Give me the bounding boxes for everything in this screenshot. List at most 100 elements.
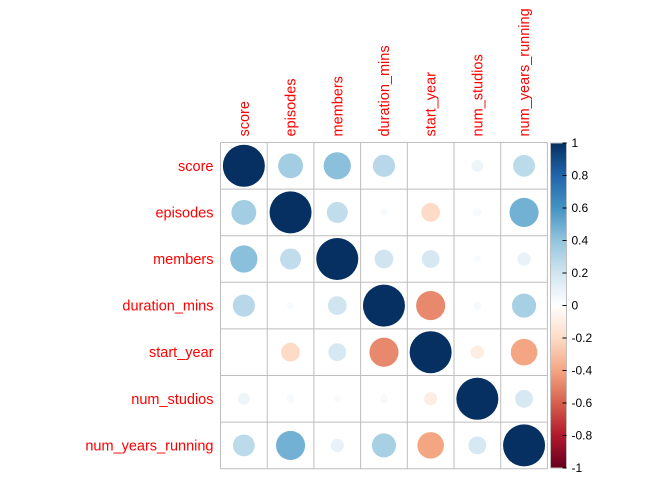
colorbar-segment — [550, 242, 567, 245]
column-label: num_studios — [470, 54, 486, 136]
colorbar-segment — [550, 281, 567, 284]
colorbar-segment — [550, 403, 567, 406]
colorbar-segment — [550, 264, 567, 267]
colorbar-segment — [550, 234, 567, 237]
colorbar-tick-label: 0.8 — [572, 169, 589, 183]
colorbar-segment — [550, 282, 567, 285]
corr-circle-episodes-episodes — [269, 191, 312, 234]
column-label: duration_mins — [377, 45, 393, 136]
colorbar-segment — [550, 442, 567, 445]
colorbar-segment — [550, 165, 567, 168]
colorbar-segment — [550, 446, 567, 449]
corr-circle-duration_mins-num_years_running — [511, 293, 537, 318]
colorbar-segment — [550, 440, 567, 443]
corr-circle-score-members — [323, 152, 351, 180]
colorbar-segment — [550, 204, 567, 207]
colorbar-segment — [550, 430, 567, 433]
colorbar-segment — [550, 217, 567, 220]
colorbar-segment — [550, 370, 567, 373]
colorbar-segment — [550, 406, 567, 409]
colorbar-segment — [550, 216, 567, 219]
colorbar-segment — [550, 219, 567, 222]
corr-circle-start_year-num_studios — [470, 345, 484, 359]
corr-circle-score-duration_mins — [372, 154, 396, 177]
colorbar-segment — [550, 352, 567, 355]
colorbar-segment — [550, 240, 567, 243]
colorbar-segment — [550, 185, 567, 188]
colorbar-segment — [550, 149, 567, 152]
row-label: score — [178, 159, 213, 175]
colorbar-segment — [550, 303, 567, 306]
colorbar-segment — [550, 232, 567, 235]
colorbar-segment — [550, 143, 567, 146]
colorbar-segment — [550, 453, 567, 456]
colorbar-segment — [550, 211, 567, 214]
colorbar-segment — [550, 271, 567, 274]
colorbar-segment — [550, 437, 567, 440]
colorbar-segment — [550, 373, 567, 376]
colorbar-segment — [550, 212, 567, 215]
colorbar-segment — [550, 227, 567, 230]
corr-circle-num_studios-episodes — [286, 394, 295, 403]
corr-circle-episodes-num_studios — [473, 208, 482, 217]
corr-circle-duration_mins-start_year — [416, 291, 446, 321]
colorbar-segment — [550, 438, 567, 441]
colorbar-segment — [550, 404, 567, 407]
colorbar-segment — [550, 279, 567, 282]
colorbar-segment — [550, 261, 567, 264]
colorbar-segment — [550, 378, 567, 381]
colorbar-segment — [550, 195, 567, 198]
corr-circle-duration_mins-score — [232, 294, 255, 317]
colorbar-segment — [550, 305, 567, 308]
colorbar-segment — [550, 380, 567, 383]
colorbar-segment — [550, 175, 567, 178]
colorbar-segment — [550, 377, 567, 380]
colorbar-segment — [550, 167, 567, 170]
correlation-circles — [222, 144, 546, 467]
colorbar-segment — [550, 390, 567, 393]
corr-circle-num_years_running-members — [330, 438, 344, 453]
colorbar-segment — [550, 375, 567, 378]
colorbar-segment — [550, 172, 567, 175]
colorbar-segment — [550, 196, 567, 199]
colorbar-segment — [550, 425, 567, 428]
colorbar-segment — [550, 170, 567, 173]
colorbar-segment — [550, 190, 567, 193]
colorbar-segment — [550, 206, 567, 209]
colorbar-segment — [550, 188, 567, 191]
colorbar-tick-label: 0.6 — [572, 201, 589, 215]
corr-circle-num_years_running-num_studios — [468, 436, 487, 455]
corr-circle-score-score — [222, 144, 265, 187]
colorbar-segment — [550, 412, 567, 415]
corr-circle-members-episodes — [280, 248, 302, 270]
colorbar-tick-label: 0.4 — [572, 234, 589, 248]
color-legend: 1 0.8 0.6 0.4 0.2 0 -0.2 -0.4 -0.6 -0.8 -1 — [550, 136, 593, 475]
corr-circle-duration_mins-duration_mins — [362, 284, 405, 327]
colorbar-segment — [550, 385, 567, 388]
colorbar-segment — [550, 391, 567, 394]
colorbar-segment — [550, 399, 567, 402]
colorbar-segment — [550, 429, 567, 432]
colorbar-segment — [550, 284, 567, 287]
colorbar-segment — [550, 461, 567, 464]
colorbar-segment — [550, 409, 567, 412]
colorbar-segment — [550, 351, 567, 354]
corr-circle-start_year-num_years_running — [510, 338, 538, 366]
colorbar-segment — [550, 331, 567, 334]
corr-circle-members-num_years_running — [517, 252, 531, 266]
colorbar-segment — [550, 393, 567, 396]
colorbar-segment — [550, 381, 567, 384]
colorbar-segment — [550, 372, 567, 375]
corr-circle-episodes-start_year — [421, 203, 441, 222]
colorbar-segment — [550, 276, 567, 279]
colorbar-segment — [550, 318, 567, 321]
colorbar-segment — [550, 191, 567, 194]
colorbar-segment — [550, 300, 567, 303]
corr-circle-num_years_running-score — [232, 434, 255, 457]
corr-circle-members-num_studios — [473, 255, 481, 263]
colorbar-segment — [550, 329, 567, 332]
colorbar-segment — [550, 328, 567, 331]
corr-circle-members-duration_mins — [374, 249, 394, 269]
colorbar-segment — [550, 401, 567, 404]
colorbar-segment — [550, 359, 567, 362]
